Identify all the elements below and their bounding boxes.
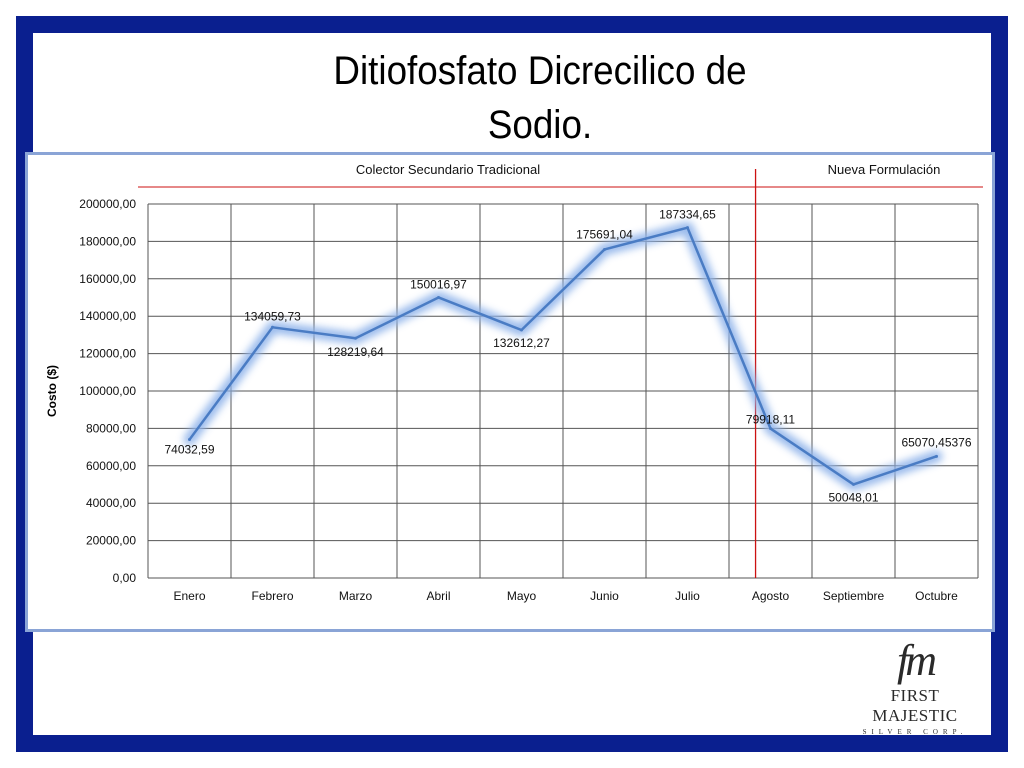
chart-axes: 0,00 20000,00 40000,00 60000,00 80000,00 1000… xyxy=(45,197,958,603)
y-tick-label: 40000,00 xyxy=(86,496,136,510)
data-point xyxy=(769,427,772,431)
title-line-1: Ditiofosfato Dicrecilico de xyxy=(333,49,747,93)
x-tick-label: Abril xyxy=(426,589,450,603)
section-label-traditional: Colector Secundario Tradicional xyxy=(356,162,540,177)
y-tick-label: 140000,00 xyxy=(79,309,136,323)
data-label: 187334,65 xyxy=(659,208,716,222)
company-logo: fm FIRST MAJESTIC SILVER CORP. xyxy=(846,636,984,736)
data-point xyxy=(271,325,274,329)
y-tick-label: 0,00 xyxy=(113,571,137,585)
data-label: 150016,97 xyxy=(410,277,467,291)
data-point xyxy=(603,247,606,251)
data-label: 74032,59 xyxy=(164,443,214,457)
data-label: 79918,11 xyxy=(746,413,795,427)
chart-container: Colector Secundario Tradicional Nueva For… xyxy=(25,152,995,632)
data-label: 65070,45376 xyxy=(901,435,971,449)
section-label-new: Nueva Formulación xyxy=(828,162,941,177)
logo-mark: fm xyxy=(897,636,937,685)
data-point xyxy=(354,336,357,340)
x-tick-label: Octubre xyxy=(915,589,958,603)
y-tick-label: 60000,00 xyxy=(86,459,136,473)
y-tick-label: 180000,00 xyxy=(79,234,136,248)
y-tick-label: 80000,00 xyxy=(86,421,136,435)
chart-series xyxy=(183,221,943,491)
x-tick-label: Septiembre xyxy=(823,589,885,603)
chart-grid xyxy=(147,203,979,579)
data-point xyxy=(437,295,440,299)
x-tick-label: Julio xyxy=(675,589,700,603)
x-tick-label: Agosto xyxy=(752,589,790,603)
data-label: 134059,73 xyxy=(244,309,301,323)
data-label: 128219,64 xyxy=(327,345,384,359)
x-tick-label: Mayo xyxy=(507,589,537,603)
chart-annotations: Colector Secundario Tradicional Nueva For… xyxy=(138,162,983,578)
data-point xyxy=(935,454,938,458)
data-point xyxy=(520,328,523,332)
y-tick-label: 20000,00 xyxy=(86,534,136,548)
data-point xyxy=(188,438,191,442)
logo-name: FIRST MAJESTIC xyxy=(872,686,958,725)
x-tick-label: Junio xyxy=(590,589,619,603)
slide-title: Ditiofosfato Dicrecilico de Sodio. xyxy=(264,44,816,152)
y-tick-label: 160000,00 xyxy=(79,272,136,286)
series-line xyxy=(188,226,937,486)
y-tick-label: 200000,00 xyxy=(79,197,136,211)
y-tick-label: 120000,00 xyxy=(79,347,136,361)
x-tick-label: Enero xyxy=(173,589,205,603)
y-tick-label: 100000,00 xyxy=(79,384,136,398)
logo-subtitle: SILVER CORP. xyxy=(862,728,968,736)
title-line-2: Sodio. xyxy=(487,103,593,147)
line-chart: Colector Secundario Tradicional Nueva For… xyxy=(45,162,983,603)
x-tick-label: Febrero xyxy=(251,589,293,603)
data-label: 175691,04 xyxy=(576,227,633,241)
x-tick-label: Marzo xyxy=(339,589,373,603)
data-point xyxy=(686,226,689,230)
y-axis-label: Costo ($) xyxy=(45,365,59,417)
chart-data-labels: 74032,59 134059,73 128219,64 150016,97 13261… xyxy=(164,208,971,505)
data-label: 50048,01 xyxy=(828,490,878,504)
data-point xyxy=(852,482,855,486)
data-label: 132612,27 xyxy=(493,336,550,350)
